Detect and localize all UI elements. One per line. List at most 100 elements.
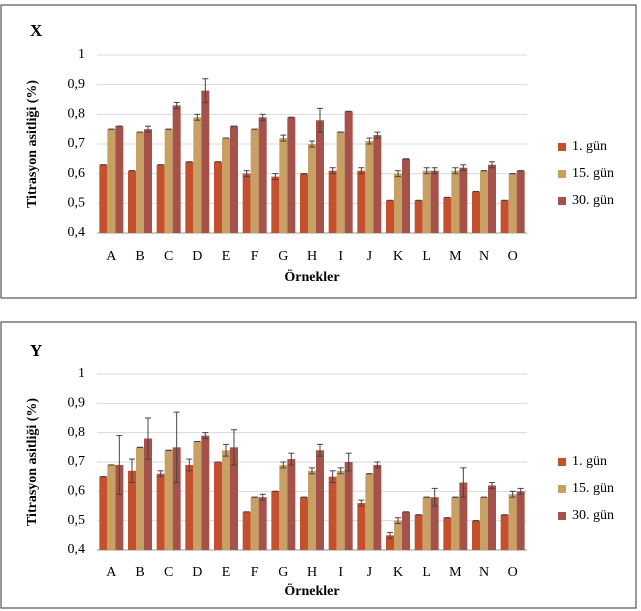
- x-tick-label: E: [222, 565, 231, 580]
- bar: [230, 447, 238, 550]
- bar: [488, 485, 496, 550]
- bar: [443, 197, 452, 233]
- x-tick-label: F: [251, 565, 259, 580]
- y-axis-title: Titrasyon asitliği (%): [25, 80, 40, 208]
- legend-swatch: [558, 458, 566, 466]
- x-tick-label: A: [106, 565, 117, 580]
- bar: [344, 111, 353, 233]
- bar: [394, 520, 402, 550]
- x-tick-label: D: [192, 565, 202, 580]
- panel-frame: [0, 4, 637, 299]
- bar: [508, 173, 517, 233]
- x-axis-title: Örnekler: [284, 582, 339, 599]
- legend-label: 30. gün: [572, 193, 614, 208]
- bar: [164, 450, 173, 550]
- bar: [156, 473, 165, 550]
- bar: [480, 170, 488, 233]
- legend-swatch: [558, 512, 566, 520]
- bar: [328, 170, 337, 233]
- y-tick-label: 0,8: [68, 425, 86, 440]
- bar: [128, 470, 136, 550]
- y-tick-label: 0,5: [68, 196, 86, 211]
- x-tick-label: L: [422, 249, 431, 264]
- x-tick-label: N: [479, 565, 489, 580]
- bar: [336, 470, 345, 550]
- bar: [258, 497, 267, 550]
- bar: [373, 464, 382, 550]
- bar: [185, 161, 194, 233]
- x-tick-label: C: [164, 565, 173, 580]
- bar: [287, 459, 296, 550]
- bar: [164, 129, 173, 233]
- bar: [422, 170, 431, 233]
- x-tick-label: C: [164, 249, 173, 264]
- bar: [242, 511, 251, 550]
- bar: [451, 170, 460, 233]
- bar: [279, 464, 288, 550]
- x-tick-label: J: [367, 565, 373, 580]
- bar: [185, 464, 194, 550]
- bar: [193, 117, 202, 233]
- bar: [308, 144, 316, 233]
- bar: [172, 105, 181, 233]
- x-tick-label: J: [367, 249, 373, 264]
- bar: [136, 132, 144, 233]
- legend-swatch: [558, 170, 566, 178]
- bar: [316, 450, 324, 550]
- legend-label: 30. gün: [572, 508, 614, 523]
- bar: [258, 117, 267, 233]
- legend-label: 1. gün: [572, 454, 607, 469]
- bar: [107, 464, 116, 550]
- legend-label: 1. gün: [572, 139, 607, 154]
- x-tick-label: L: [422, 565, 431, 580]
- x-tick-label: K: [393, 565, 403, 580]
- bar: [472, 520, 480, 550]
- bar: [156, 164, 165, 233]
- bar: [386, 200, 394, 233]
- bar: [365, 473, 374, 550]
- bar: [201, 90, 210, 233]
- chart-title: X: [30, 21, 43, 40]
- bar: [430, 170, 439, 233]
- y-tick-label: 0,7: [68, 454, 86, 469]
- bar: [115, 464, 124, 550]
- bar: [144, 129, 152, 233]
- y-tick-label: 1: [78, 47, 85, 62]
- y-axis-title: Titrasyon asitliği (%): [25, 398, 40, 526]
- y-tick-label: 0,7: [68, 136, 86, 151]
- bar: [308, 470, 316, 550]
- bar: [242, 173, 251, 233]
- chart-title: Y: [30, 341, 42, 360]
- x-tick-label: D: [192, 249, 202, 264]
- x-tick-label: F: [251, 249, 259, 264]
- bar: [480, 497, 488, 550]
- bar: [443, 517, 452, 550]
- bar: [508, 494, 517, 550]
- bar: [414, 200, 423, 233]
- bar: [394, 173, 402, 233]
- bar: [222, 450, 230, 550]
- legend-swatch: [558, 143, 566, 151]
- x-tick-label: H: [307, 249, 317, 264]
- x-tick-label: K: [393, 249, 403, 264]
- bar: [99, 476, 108, 550]
- bar: [271, 176, 280, 233]
- bar: [172, 447, 181, 550]
- y-tick-label: 0,4: [68, 225, 86, 240]
- bar: [430, 497, 439, 550]
- y-tick-label: 0,5: [68, 513, 86, 528]
- bar: [500, 514, 509, 550]
- bar: [144, 438, 152, 550]
- x-tick-label: G: [278, 249, 288, 264]
- y-tick-label: 0,9: [68, 77, 86, 92]
- bar: [271, 491, 280, 550]
- bar: [300, 497, 308, 550]
- bar: [336, 132, 345, 233]
- bar: [451, 497, 460, 550]
- bar: [500, 200, 509, 233]
- bar: [373, 135, 382, 233]
- bar: [472, 191, 480, 233]
- x-tick-label: G: [278, 565, 288, 580]
